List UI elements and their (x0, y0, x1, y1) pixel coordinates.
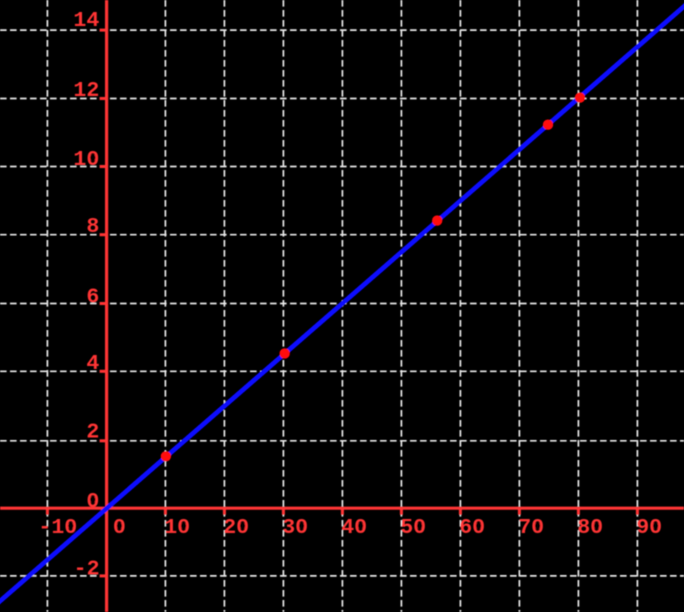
svg-text:60: 60 (459, 516, 485, 540)
svg-text:8: 8 (86, 215, 99, 239)
svg-text:4: 4 (86, 352, 99, 376)
svg-text:80: 80 (577, 516, 603, 540)
svg-text:6: 6 (86, 285, 99, 309)
svg-text:90: 90 (636, 516, 662, 540)
svg-text:10: 10 (164, 516, 190, 540)
svg-text:14: 14 (73, 9, 99, 33)
svg-text:-2: -2 (74, 558, 100, 582)
svg-text:10: 10 (73, 148, 99, 172)
svg-text:2: 2 (86, 421, 99, 445)
svg-text:20: 20 (223, 516, 249, 540)
svg-text:40: 40 (341, 516, 367, 540)
svg-text:12: 12 (73, 79, 99, 103)
svg-text:70: 70 (518, 516, 544, 540)
svg-text:50: 50 (400, 516, 426, 540)
svg-text:30: 30 (282, 516, 308, 540)
